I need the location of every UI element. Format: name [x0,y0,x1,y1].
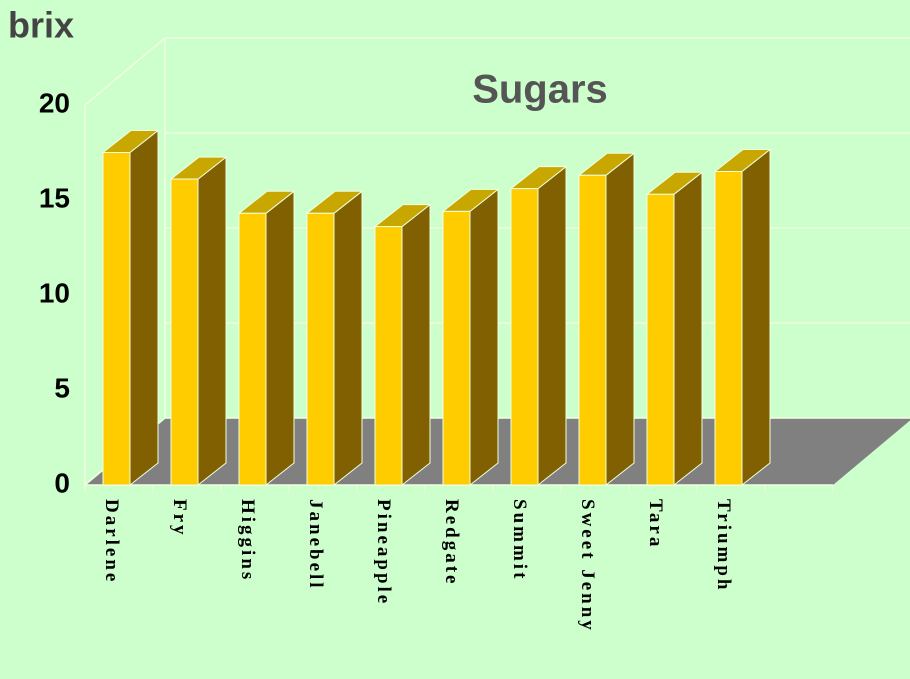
bar [374,226,403,486]
bar [510,188,539,486]
bar [578,174,607,486]
bar [442,210,471,486]
x-tick-label: Fry [169,499,190,538]
bar-side [741,148,771,487]
x-tick-label: Janebell [305,499,326,591]
bar-side [401,203,431,487]
bar [238,212,267,486]
y-tick-label: 0 [54,467,70,498]
x-tick-label: Redgate [441,499,462,586]
chart-title: Sugars [472,68,608,112]
x-tick-label: Tara [645,499,666,549]
x-tick-label: Summit [509,499,530,581]
y-tick-label: 20 [39,87,70,118]
bar [170,178,199,486]
bar-side [605,152,635,487]
x-tick-label: Pineapple [373,499,394,606]
y-tick-label: 5 [54,372,70,403]
x-tick-label: Darlene [101,499,122,584]
bar-side [129,129,159,487]
bar-side [333,190,363,487]
bar [714,171,743,486]
left-wall-edge [84,37,166,106]
x-tick-label: Triumph [713,499,734,593]
bar [102,152,131,486]
bar [306,212,335,486]
bar-side [265,190,295,487]
y-axis-title: brix [8,5,74,46]
bar [646,193,675,486]
x-tick-label: Sweet Jenny [577,499,598,633]
x-tick-label: Higgins [237,499,258,582]
y-tick-label: 10 [39,277,70,308]
bar-side [197,156,227,487]
y-tick-label: 15 [39,182,70,213]
bar-side [673,171,703,487]
bar-side [537,165,567,487]
bar-side [469,188,499,487]
